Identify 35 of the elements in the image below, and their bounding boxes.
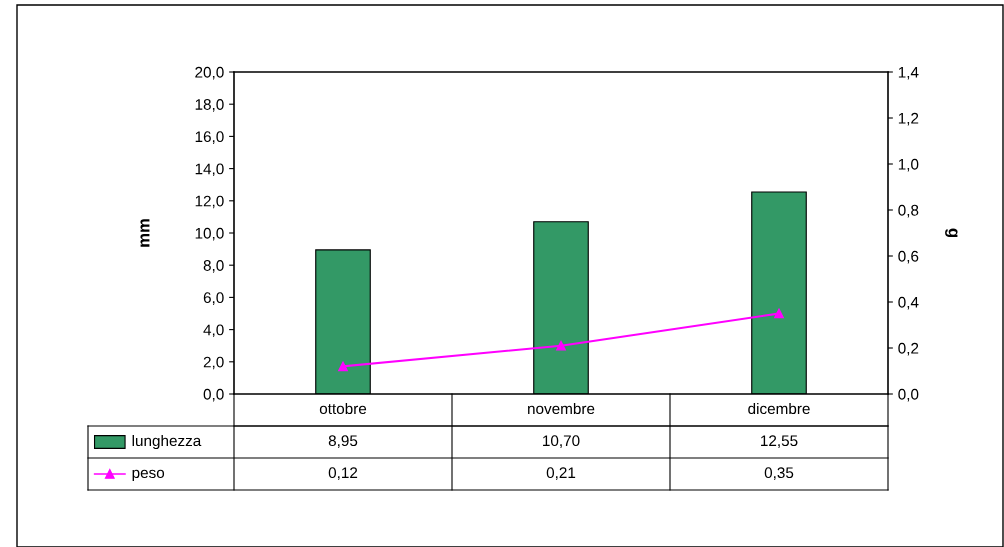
x-tick-label: dicembre [748,402,810,415]
point [774,308,784,319]
x-tick-label: ottobre [319,402,367,415]
x-tick-label: novembre [528,402,595,415]
point [338,361,348,372]
y-tick-label: 0,0 [203,388,224,402]
y-tick-label: 14,0 [195,163,224,177]
y2-tick-label: 0,4 [898,296,919,310]
y-tick-label: 4,0 [203,324,224,338]
y-tick-label: 8,0 [203,260,224,273]
y2-tick-label: 0,6 [898,250,919,264]
data-label: 8,95 [328,435,358,448]
data-label: 0,35 [764,467,794,480]
y2-tick-label: 1,0 [898,158,919,172]
data-label: 0,12 [328,467,358,480]
y-axis-title: mm [140,219,150,247]
y-tick-label: 6,0 [203,292,224,305]
data-label: 0,21 [546,467,576,480]
data-label: 10,70 [543,435,580,448]
legend-label: peso [132,469,165,482]
legend-label: lunghezza [132,434,202,450]
y2-tick-label: 1,2 [898,112,919,126]
y-tick-label: 12,0 [195,195,224,209]
y-tick-label: 20,0 [195,66,224,80]
y-tick-label: 2,0 [203,356,224,370]
data-label: 12,55 [761,435,798,448]
point [556,340,566,351]
y2-tick-label: 0,2 [898,342,919,356]
y2-axis-title: g [945,228,958,237]
y-tick-label: 10,0 [195,227,224,241]
y2-tick-label: 0,8 [898,204,919,218]
y2-tick-label: 1,4 [898,67,919,80]
y2-tick-label: 0,0 [898,388,919,402]
y-tick-label: 18,0 [195,99,224,112]
y-tick-label: 16,0 [195,131,224,144]
